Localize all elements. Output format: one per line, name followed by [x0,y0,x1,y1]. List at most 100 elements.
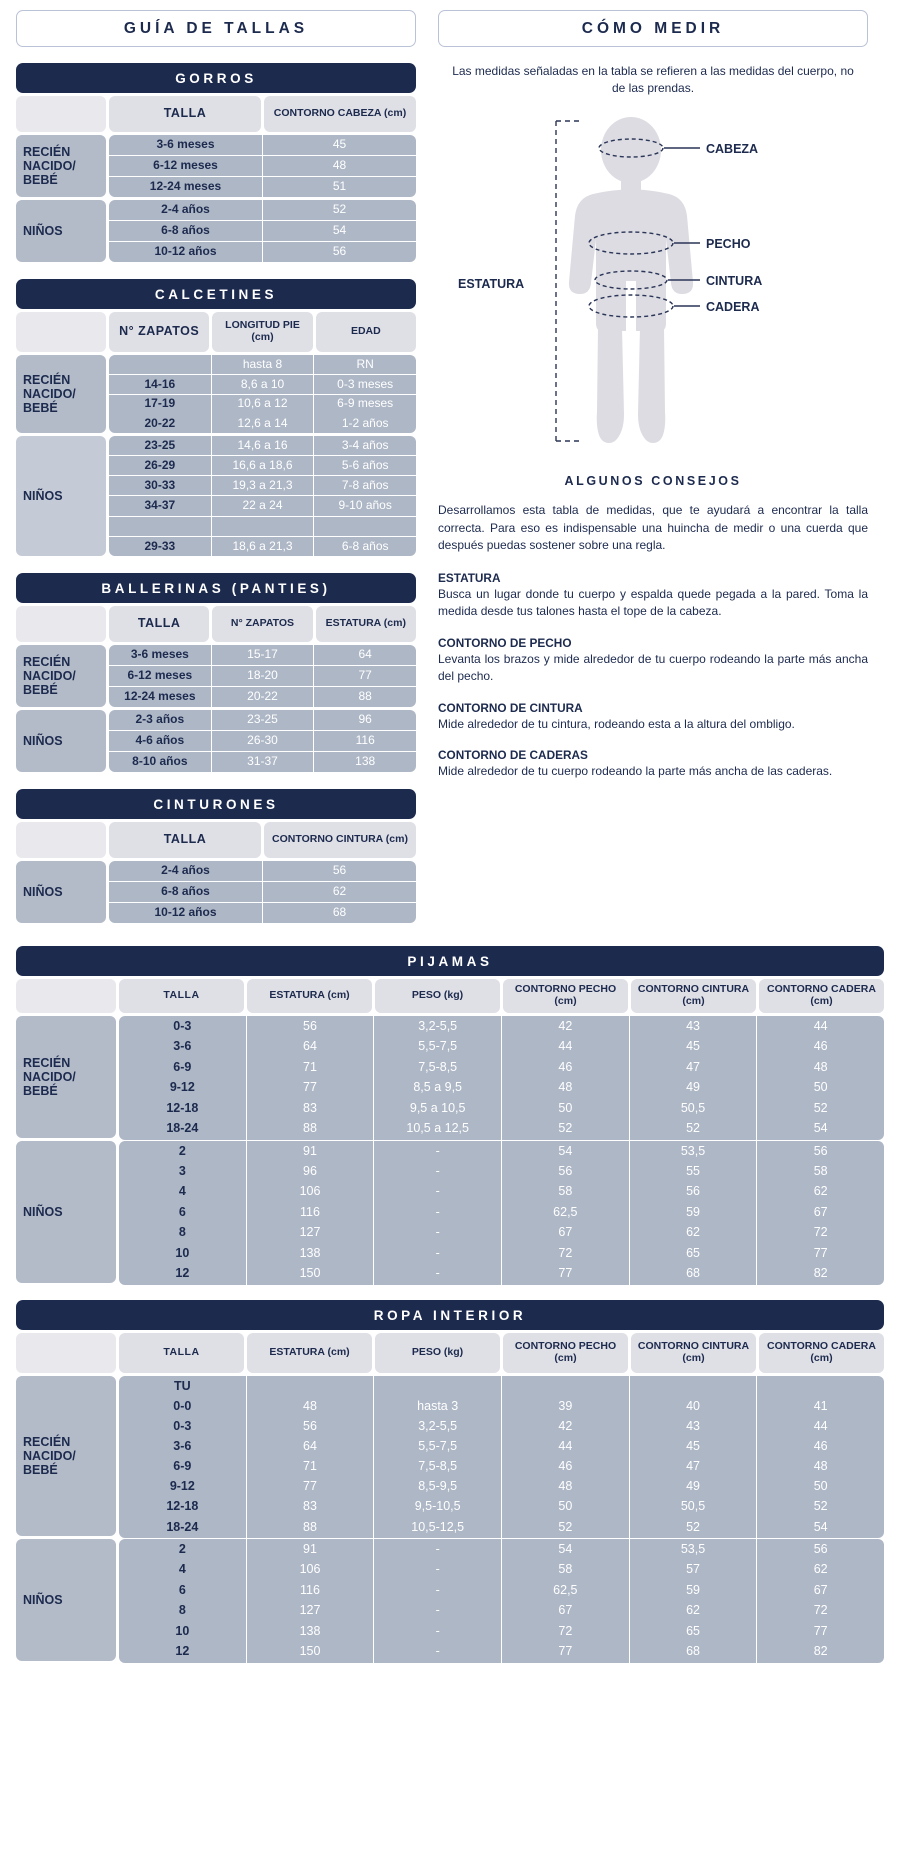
table-cell: 6-8 años [314,536,417,556]
table-cell: 72 [502,1243,629,1265]
head-measure-ellipse [598,138,664,158]
table-cell: 67 [502,1600,629,1622]
column-header: CONTORNO PECHO (cm) [503,1333,628,1373]
hip-measure-ellipse [588,294,674,318]
table-cell: 72 [757,1222,885,1244]
table-row: 2 91-54 53,5 56 [119,1539,885,1560]
table-cell: 0-0 [119,1396,246,1418]
table-cell [757,1376,885,1397]
table-cell: 67 [757,1202,885,1224]
table-cell: 3,2-5,5 [374,1416,502,1438]
pijamas-group-baby: RECIÉN NACIDO/ BEBÉ [16,1016,116,1138]
table-cell: 10,5-12,5 [374,1516,502,1538]
table-cell: 6 [119,1580,246,1601]
table-cell: 2 [119,1141,246,1162]
table-cell: 67 [502,1222,629,1244]
table-cell: 3-6 meses [109,645,211,665]
table-cell: 68 [629,1641,757,1663]
gorros-header-row: TALLA CONTORNO CABEZA (cm) [109,96,416,132]
advice-text: Mide alrededor de tu cuerpo rodeando la … [438,763,833,778]
table-cell [374,1376,502,1397]
advice-heading: ESTATURA [438,571,501,586]
table-row: 0-3 56 3,2-5,5 42 43 44 [119,1416,885,1438]
table-cell: 50,5 [629,1098,757,1119]
calcetines-blank-label [16,312,106,352]
table-cell: 106 [246,1181,374,1203]
table-row: 6 116-62,5 59 67 [119,1580,885,1601]
table-cell: 71 [246,1456,374,1478]
table-cell: 8,5 a 9,5 [374,1077,502,1099]
table-cell: 43 [629,1016,757,1037]
page-title-como-medir: CÓMO MEDIR [438,10,868,47]
table-cell: 46 [502,1057,629,1078]
table-pijamas: PIJAMAS RECIÉN NACIDO/ BEBÉ NIÑOS TALLA E… [16,946,885,1285]
table-row: 6-12 meses 18-20 77 [109,666,417,686]
page-title-guia: GUÍA DE TALLAS [16,10,416,47]
calcetines-label-column: RECIÉN NACIDO/ BEBÉ NIÑOS [16,312,106,556]
ballerinas-data-column: TALLA N° ZAPATOS ESTATURA (cm) 3-6 meses… [109,606,417,772]
table-row: 4 106-58 57 62 [119,1559,885,1581]
table-row: 3-6 meses 15-17 64 [109,645,417,665]
table-cell: - [374,1580,502,1601]
table-cell: 2-4 años [109,200,262,220]
table-cell: 12 [119,1641,246,1663]
table-cell: 42 [502,1416,629,1438]
table-cell: 1-2 años [314,414,417,434]
table-cell: 56 [263,242,416,262]
pijamas-label-column: RECIÉN NACIDO/ BEBÉ NIÑOS [16,979,116,1283]
table-cell: 18-24 [119,1516,246,1538]
table-row: 6-12 meses 48 [109,156,416,176]
table-cell: 91 [246,1539,374,1560]
table-row: 3-6 meses 45 [109,135,416,155]
table-cell: 8 [119,1222,246,1244]
table-cell: 18-24 [119,1118,246,1140]
table-cell: 46 [757,1436,885,1458]
table-ropa-interior: ROPA INTERIOR RECIÉN NACIDO/ BEBÉ NIÑOS … [16,1300,885,1663]
cinturones-col-contorno: CONTORNO CINTURA (cm) [264,822,416,858]
cinturones-blank-label [16,822,106,858]
table-cell: 47 [629,1057,757,1078]
table-cell: 6-8 años [109,221,262,241]
cinturones-data-column: TALLA CONTORNO CINTURA (cm) 2-4 años 56 6-… [109,822,416,923]
table-cell: 41 [757,1396,885,1418]
table-cell: 52 [629,1118,757,1140]
intro-text: Las medidas señaladas en la tabla se ref… [452,64,854,96]
table-row: 8 127-67 62 72 [119,1222,885,1244]
table-row: 12-24 meses 20-22 88 [109,687,417,707]
table-cell: 68 [629,1263,757,1285]
table-cell [109,355,211,374]
advice-block: CONTORNO DE PECHO Levanta los brazos y mi… [438,636,868,686]
calcetines-col-zapatos: N° ZAPATOS [109,312,210,352]
pijamas-baby-rows: 0-3 56 3,2-5,5 42 43 44 3-6 64 5,5-7,5 44 45 46 6-9 7… [119,1016,885,1140]
table-cell: 20-22 [211,687,314,707]
table-cell: 45 [629,1436,757,1458]
table-row: 34-37 22 a 24 9-10 años [109,496,417,516]
table-cell: 150 [246,1641,374,1663]
table-cell: 22 a 24 [211,496,314,516]
table-cell: 138 [246,1621,374,1642]
table-cell: 6-12 meses [109,666,211,686]
column-header: CONTORNO CADERA (cm) [759,1333,884,1373]
table-cinturones: CINTURONES NIÑOS TALLA CONTORNO CINTURA … [16,789,416,923]
calcetines-baby-rows: hasta 8 RN 14-16 8,6 a 10 0-3 meses 17-19 10,6… [109,355,417,434]
table-cell: 138 [314,752,417,772]
table-cell: 91 [246,1141,374,1162]
table-cell [246,1376,374,1397]
gorros-group-baby: RECIÉN NACIDO/ BEBÉ [16,135,106,197]
table-cell: 77 [314,666,417,686]
table-cell: 6-9 [119,1057,246,1078]
table-cell: 19,3 a 21,3 [211,476,314,496]
table-cell: 40 [629,1396,757,1418]
table-cell: 54 [757,1118,885,1140]
table-cell: 88 [314,687,417,707]
cinturones-group-kids: NIÑOS [16,861,106,923]
column-header: CONTORNO PECHO (cm) [503,979,628,1013]
pijamas-kids-rows: 2 91-54 53,5 56 3 96-56 55 58 4 106-58 56 62 6 116-62… [119,1141,885,1285]
table-row: 4-6 años 26-30 116 [109,731,417,751]
table-row: 6-8 años 62 [109,882,416,902]
ballerinas-col-zapatos: N° ZAPATOS [212,606,313,642]
table-cell: 54 [757,1516,885,1538]
table-cell: 53,5 [629,1539,757,1560]
table-cell: 59 [629,1202,757,1224]
table-cell: 83 [246,1496,374,1518]
